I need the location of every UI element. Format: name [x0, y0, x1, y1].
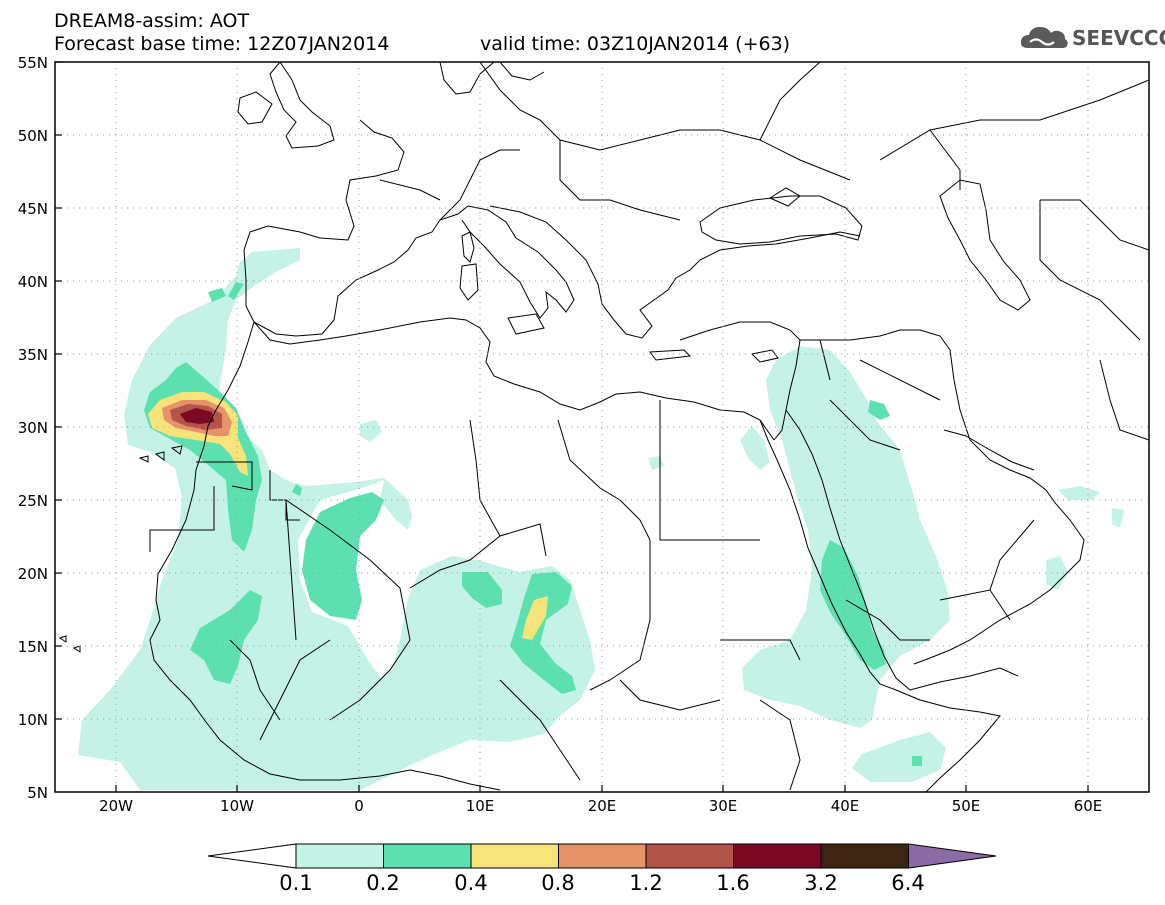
lon-label-60e: 60E — [1073, 797, 1103, 815]
logo-text: SEEVCCC — [1072, 26, 1165, 50]
lon-label-20e: 20E — [587, 797, 617, 815]
lon-label-40e: 40E — [830, 797, 860, 815]
lat-label-20n: 20N — [17, 565, 48, 583]
seevccc-logo: SEEVCCC — [1018, 22, 1165, 58]
lat-label-45n: 45N — [17, 200, 48, 218]
lon-label-0: 0 — [354, 797, 364, 815]
colorbar-label-1.6: 1.6 — [716, 871, 750, 895]
lat-label-5n: 5N — [27, 784, 48, 802]
lon-label-10w: 10W — [220, 797, 254, 815]
colorbar-label-0.2: 0.2 — [366, 871, 400, 895]
map-title: DREAM8-assim: AOT — [54, 10, 250, 32]
colorbar-label-1.2: 1.2 — [629, 871, 663, 895]
lon-label-20w: 20W — [99, 797, 133, 815]
lat-label-35n: 35N — [17, 346, 48, 364]
lat-label-40n: 40N — [17, 273, 48, 291]
lat-label-30n: 30N — [17, 419, 48, 437]
lon-label-30e: 30E — [708, 797, 738, 815]
lat-label-10n: 10N — [17, 711, 48, 729]
lat-label-15n: 15N — [17, 638, 48, 656]
lat-label-55n: 55N — [17, 54, 48, 72]
lat-label-25n: 25N — [17, 492, 48, 510]
colorbar-label-6.4: 6.4 — [891, 871, 925, 895]
aot-level-0.2 — [144, 282, 922, 766]
cloud-icon — [1020, 27, 1068, 48]
colorbar-label-0.8: 0.8 — [541, 871, 575, 895]
lon-label-10e: 10E — [465, 797, 495, 815]
valid-time: valid time: 03Z10JAN2014 (+63) — [480, 33, 791, 55]
coastlines-borders — [58, 62, 1149, 792]
lon-label-50e: 50E — [951, 797, 981, 815]
aot-level-1.6 — [180, 408, 214, 424]
forecast-base-time: Forecast base time: 12Z07JAN2014 — [54, 33, 390, 55]
tick-marks — [55, 61, 1089, 792]
lat-lon-grid — [55, 62, 1149, 792]
lat-label-50n: 50N — [17, 127, 48, 145]
colorbar-label-0.1: 0.1 — [279, 871, 313, 895]
colorbar-label-0.4: 0.4 — [454, 871, 488, 895]
colorbar-label-3.2: 3.2 — [804, 871, 838, 895]
